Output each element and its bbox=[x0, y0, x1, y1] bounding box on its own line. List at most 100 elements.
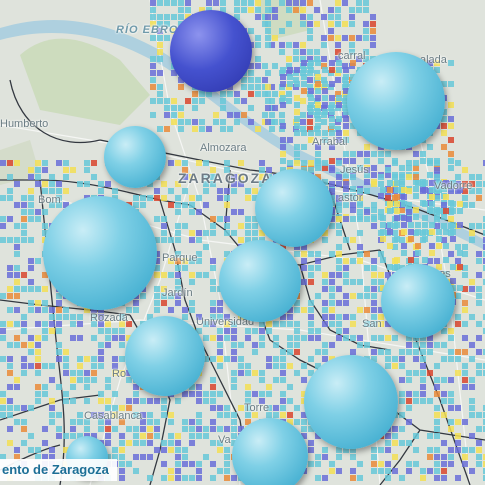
heatmap-cell bbox=[56, 314, 62, 320]
heatmap-cell bbox=[294, 67, 300, 73]
heatmap-cell bbox=[329, 123, 335, 129]
heatmap-cell bbox=[161, 447, 167, 453]
heatmap-cell bbox=[266, 363, 272, 369]
heatmap-cell bbox=[56, 307, 62, 313]
heatmap-cell bbox=[364, 216, 370, 222]
heatmap-cell bbox=[420, 342, 426, 348]
heatmap-cell bbox=[415, 222, 421, 228]
heatmap-cell bbox=[336, 447, 342, 453]
heatmap-cell bbox=[420, 363, 426, 369]
heatmap-cell bbox=[349, 49, 355, 55]
heatmap-cell bbox=[308, 314, 314, 320]
heatmap-cell bbox=[14, 286, 20, 292]
bubble-marker[interactable] bbox=[125, 316, 205, 396]
heatmap-cell bbox=[294, 109, 300, 115]
heatmap-cell bbox=[63, 370, 69, 376]
heatmap-cell bbox=[265, 0, 271, 6]
heatmap-cell bbox=[294, 419, 300, 425]
bubble-marker[interactable] bbox=[304, 355, 398, 449]
heatmap-cell bbox=[56, 342, 62, 348]
bubble-marker[interactable] bbox=[232, 418, 308, 485]
heatmap-cell bbox=[329, 279, 335, 285]
heatmap-cell bbox=[343, 216, 349, 222]
heatmap-cell bbox=[154, 419, 160, 425]
heatmap-cell bbox=[63, 391, 69, 397]
heatmap-cell bbox=[133, 307, 139, 313]
bubble-marker[interactable] bbox=[347, 52, 445, 150]
heatmap-cell bbox=[287, 398, 293, 404]
heatmap-cell bbox=[328, 28, 334, 34]
heatmap-cell bbox=[14, 244, 20, 250]
heatmap-cell bbox=[150, 7, 156, 13]
heatmap-cell bbox=[462, 300, 468, 306]
heatmap-cell bbox=[21, 370, 27, 376]
heatmap-cell bbox=[315, 109, 321, 115]
heatmap-cell bbox=[126, 440, 132, 446]
heatmap-cell bbox=[231, 356, 237, 362]
bubble-marker[interactable] bbox=[104, 126, 166, 188]
heatmap-cell bbox=[7, 426, 13, 432]
heatmap-cell bbox=[434, 447, 440, 453]
heatmap-cell bbox=[133, 440, 139, 446]
heatmap-cell bbox=[287, 419, 293, 425]
heatmap-cell bbox=[259, 377, 265, 383]
heatmap-cell bbox=[476, 335, 482, 341]
heatmap-cell bbox=[350, 321, 356, 327]
heatmap-cell bbox=[210, 426, 216, 432]
heatmap-cell bbox=[196, 412, 202, 418]
heatmap-cell bbox=[287, 321, 293, 327]
heatmap-cell bbox=[84, 160, 90, 166]
heatmap-cell bbox=[329, 300, 335, 306]
heatmap-cell bbox=[427, 335, 433, 341]
bubble-marker[interactable] bbox=[219, 240, 301, 322]
bubble-marker[interactable] bbox=[255, 169, 333, 247]
heatmap-cell bbox=[443, 271, 449, 277]
heatmap-cell bbox=[210, 398, 216, 404]
heatmap-cell bbox=[321, 14, 327, 20]
heatmap-cell bbox=[343, 314, 349, 320]
heatmap-cell bbox=[457, 187, 463, 193]
heatmap-cell bbox=[413, 174, 419, 180]
heatmap-cell bbox=[112, 335, 118, 341]
bubble-marker[interactable] bbox=[381, 264, 455, 338]
bubble-marker[interactable] bbox=[43, 196, 157, 310]
heatmap-cell bbox=[168, 433, 174, 439]
heatmap-cell bbox=[342, 63, 348, 69]
heatmap-cell bbox=[234, 119, 240, 125]
heatmap-cell bbox=[413, 356, 419, 362]
heatmap-cell bbox=[314, 7, 320, 13]
heatmap-cell bbox=[294, 321, 300, 327]
heatmap-cell bbox=[112, 405, 118, 411]
heatmap-cell bbox=[238, 181, 244, 187]
heatmap-cell bbox=[378, 193, 384, 199]
heatmap-cell bbox=[469, 384, 475, 390]
heatmap-cell bbox=[294, 160, 300, 166]
heatmap-cell bbox=[133, 391, 139, 397]
heatmap-cell bbox=[224, 251, 230, 257]
heatmap-cell bbox=[168, 272, 174, 278]
heatmap-cell bbox=[255, 35, 261, 41]
bubble-marker[interactable] bbox=[170, 10, 252, 92]
heatmap-cell bbox=[462, 454, 468, 460]
heatmap-cell bbox=[420, 335, 426, 341]
heatmap-cell bbox=[280, 405, 286, 411]
heatmap-cell bbox=[77, 419, 83, 425]
heatmap-cell bbox=[231, 321, 237, 327]
heatmap-cell bbox=[164, 35, 170, 41]
heatmap-cell bbox=[7, 237, 13, 243]
heatmap-cell bbox=[112, 391, 118, 397]
heatmap-cell bbox=[7, 412, 13, 418]
heatmap-cell bbox=[349, 42, 355, 48]
heatmap-cell bbox=[157, 14, 163, 20]
heatmap-cell bbox=[387, 264, 393, 270]
heatmap-cell bbox=[56, 195, 62, 201]
heatmap-cell bbox=[336, 230, 342, 236]
heatmap-cell bbox=[336, 67, 342, 73]
heatmap-cell bbox=[357, 293, 363, 299]
heatmap-cell bbox=[427, 433, 433, 439]
heatmap-cell bbox=[140, 419, 146, 425]
heatmap-cell bbox=[175, 461, 181, 467]
heatmap-cell bbox=[483, 258, 485, 264]
heatmap-cell bbox=[164, 126, 170, 132]
